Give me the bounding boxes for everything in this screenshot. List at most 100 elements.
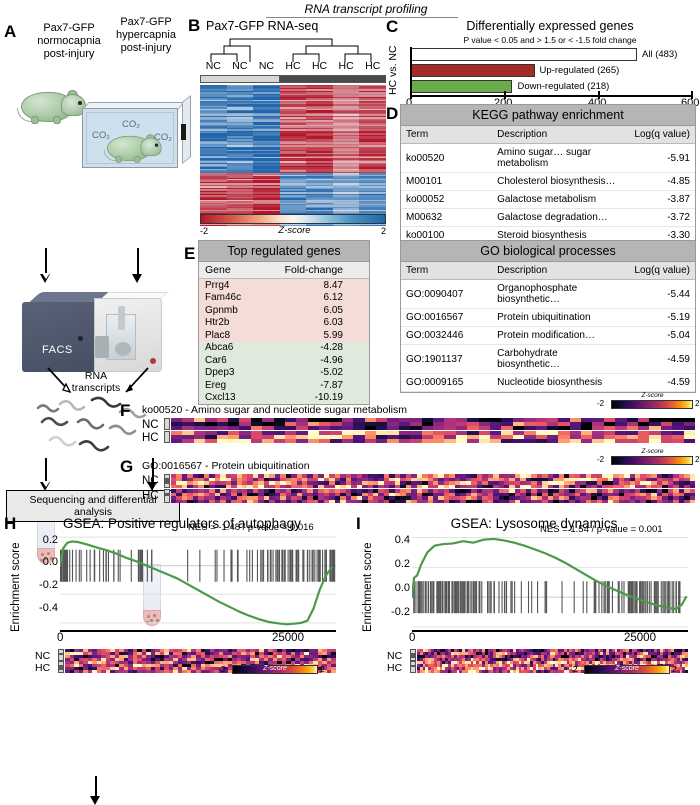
heatmap-cell (464, 658, 468, 661)
heatmap-cell (520, 484, 526, 488)
heatmap-cell (279, 126, 307, 128)
heatmap-cell (617, 661, 621, 664)
heatmap-cell (322, 661, 327, 664)
heatmap-cell (253, 111, 280, 113)
heatmap-cell (359, 193, 386, 196)
heatmap-cell (580, 499, 586, 503)
heatmap-cell (253, 134, 280, 137)
heatmap-cell (640, 649, 643, 652)
heatmap-cell (119, 652, 124, 655)
heatmap-cell (209, 655, 215, 658)
heatmap-cell (532, 667, 536, 670)
heatmap-cell (436, 649, 440, 652)
heatmap-cell (580, 658, 584, 661)
heatmap-cell (226, 109, 254, 112)
panel-h-gsea: H GSEA: Positive regulators of autophagy… (0, 508, 348, 674)
heatmap-cell (563, 667, 567, 670)
heatmap-cell (618, 489, 625, 493)
heatmap-cell (634, 661, 638, 664)
heatmap-cell (262, 431, 274, 435)
heatmap-cell (225, 499, 232, 503)
heatmap-cell (319, 418, 331, 422)
heatmap-cell (400, 496, 406, 500)
heatmap-cell (553, 496, 559, 500)
heatmap-cell (332, 107, 360, 109)
heatmap-cell (572, 664, 576, 667)
heatmap-cell (225, 496, 232, 500)
heatmap-cell (241, 477, 248, 481)
heatmap-cell (306, 211, 333, 213)
heatmap-cell (547, 496, 554, 500)
heatmap-cell (101, 655, 106, 658)
kegg-table-title: KEGG pathway enrichment (400, 104, 696, 126)
heatmap-cell (159, 655, 165, 658)
heatmap-cell (353, 418, 365, 422)
heatmap-cell (524, 435, 536, 439)
heatmap-cell (547, 474, 554, 478)
heatmap-cell (332, 201, 360, 203)
heatmap-cell (667, 481, 674, 485)
heatmap-cell (220, 499, 226, 503)
heatmap-cell (92, 667, 97, 670)
panel-i-colorbar-title: Z-score (615, 665, 639, 672)
heatmap-cell (572, 652, 576, 655)
heatmap-cell (253, 120, 280, 122)
sample-tick (165, 478, 169, 481)
heatmap-cell (442, 670, 446, 673)
heatmap-cell (205, 661, 210, 664)
heatmap-cell (200, 181, 227, 184)
heatmap-cell (359, 208, 386, 210)
heatmap-cell (341, 426, 354, 430)
heatmap-cell (307, 439, 320, 443)
heatmap-cell (439, 658, 443, 661)
heatmap-cell (656, 484, 663, 488)
heatmap-cell (214, 658, 219, 661)
heatmap-cell (200, 155, 227, 157)
heatmap-cell (662, 499, 668, 503)
heatmap-cell (651, 652, 655, 655)
heatmap-cell (536, 481, 543, 485)
heatmap-cell (164, 652, 169, 655)
heatmap-cell (623, 649, 626, 652)
heatmap-cell (253, 123, 280, 125)
heatmap-cell (279, 151, 307, 153)
heatmap-cell (359, 151, 386, 153)
heatmap-cell (682, 670, 686, 673)
heatmap-cell (422, 667, 426, 670)
heatmap-cell (132, 658, 138, 661)
heatmap-cell (253, 168, 280, 171)
heatmap-cell (187, 496, 193, 500)
heatmap-cell (253, 109, 280, 112)
heatmap-cell (509, 499, 515, 503)
heatmap-cell (683, 422, 695, 426)
heatmap-cell (272, 661, 278, 664)
heatmap-cell (262, 418, 274, 422)
heatmap-cell (332, 149, 360, 152)
heatmap-cell (332, 124, 360, 127)
heatmap-cell (603, 439, 616, 443)
heatmap-cell (200, 174, 227, 177)
heatmap-cell (629, 481, 635, 485)
heatmap-cell (306, 167, 333, 169)
heatmap-cell (514, 496, 521, 500)
heatmap-cell (253, 121, 280, 124)
heatmap-cell (299, 655, 305, 658)
colorbar-title: Z-score (278, 225, 311, 236)
heatmap-cell (218, 667, 224, 670)
heatmap-cell (269, 474, 275, 478)
heatmap-cell (200, 165, 227, 168)
heatmap-cell (141, 655, 147, 658)
heatmap-cell (137, 661, 142, 664)
heatmap-cell (306, 198, 333, 200)
heatmap-cell (110, 667, 115, 670)
heatmap-cell (359, 165, 386, 168)
heatmap-cell (400, 484, 406, 488)
heatmap-cell (279, 177, 307, 179)
heatmap-cell (193, 439, 206, 443)
heatmap-cell (164, 658, 169, 661)
heatmap-cell (460, 492, 466, 496)
heatmap-cell (454, 484, 461, 488)
heatmap-cell (253, 98, 280, 100)
heatmap-cell (489, 431, 502, 435)
heatmap-cell (253, 115, 280, 118)
